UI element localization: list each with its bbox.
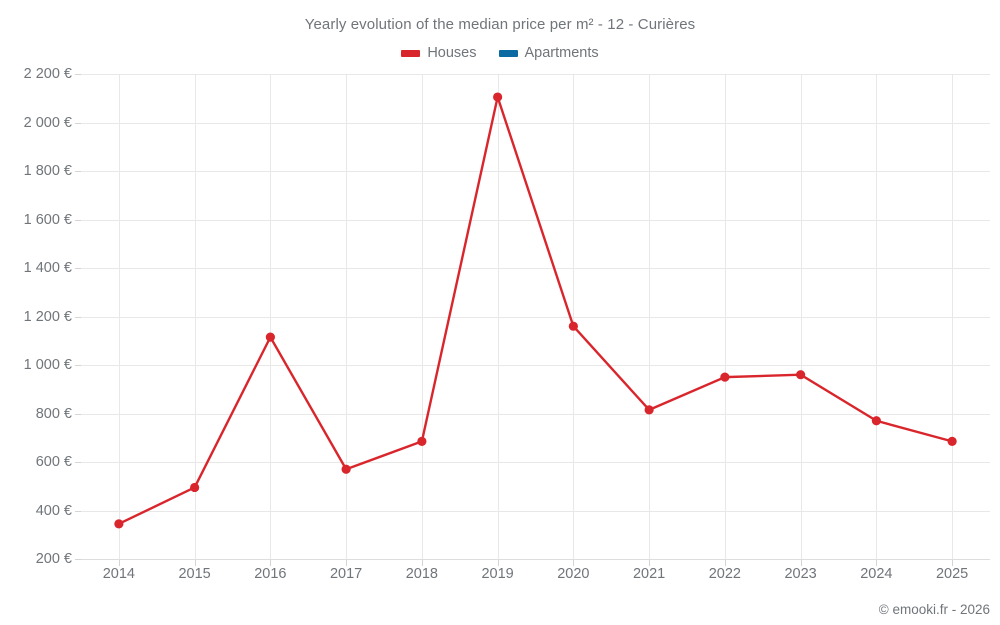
x-axis-tick-mark bbox=[270, 559, 272, 566]
gridline-horizontal bbox=[81, 171, 990, 172]
axis-bottom-line bbox=[81, 559, 990, 560]
y-axis-tick-mark bbox=[75, 74, 81, 75]
x-axis-tick-mark bbox=[421, 559, 423, 566]
y-axis-tick-label: 600 € bbox=[35, 454, 72, 470]
x-axis-tick-label: 2021 bbox=[632, 566, 666, 582]
y-axis-tick-mark bbox=[75, 122, 81, 124]
data-point-houses[interactable] bbox=[644, 405, 654, 415]
x-axis-tick-label: 2020 bbox=[557, 566, 590, 582]
data-point-houses[interactable] bbox=[190, 482, 200, 493]
y-axis-tick-label: 1 000 € bbox=[23, 357, 72, 373]
y-axis-tick-mark bbox=[75, 413, 81, 415]
x-axis-tick-label: 2015 bbox=[178, 566, 211, 582]
x-axis-tick-label: 2018 bbox=[405, 566, 439, 582]
x-axis-tick-mark bbox=[800, 559, 802, 566]
x-axis-tick-mark bbox=[194, 559, 196, 566]
data-point-houses[interactable] bbox=[720, 372, 730, 382]
x-axis-tick-label: 2025 bbox=[935, 566, 969, 582]
chart-legend: Houses Apartments bbox=[0, 45, 1000, 61]
x-axis-tick-label: 2017 bbox=[329, 566, 363, 582]
y-axis-tick-mark bbox=[75, 171, 81, 172]
legend-label: Houses bbox=[427, 45, 477, 61]
gridline-horizontal bbox=[81, 510, 990, 512]
y-axis-tick-label: 2 000 € bbox=[23, 114, 72, 131]
gridline-horizontal bbox=[81, 316, 990, 318]
legend-item-apartments[interactable]: Apartments bbox=[498, 45, 599, 61]
series-line-houses bbox=[117, 95, 954, 526]
x-axis-tick-mark bbox=[118, 559, 120, 566]
legend-swatch-icon bbox=[498, 49, 518, 57]
series-layer bbox=[114, 92, 957, 529]
y-axis-tick-label: 1 400 € bbox=[23, 260, 72, 276]
x-axis-tick-label: 2014 bbox=[102, 566, 136, 582]
x-axis-tick-mark bbox=[876, 559, 878, 566]
x-axis-tick-label: 2019 bbox=[481, 566, 514, 582]
data-point-houses[interactable] bbox=[796, 370, 806, 380]
x-axis-tick-mark bbox=[724, 559, 726, 566]
data-point-houses[interactable] bbox=[265, 332, 275, 342]
x-axis-tick-label: 2016 bbox=[254, 566, 287, 582]
legend-label: Apartments bbox=[524, 45, 599, 61]
x-axis-tick-label: 2024 bbox=[860, 566, 893, 582]
x-axis-tick-mark bbox=[649, 559, 651, 566]
gridline-horizontal bbox=[81, 462, 990, 463]
copyright-credit: © emooki.fr - 2026 bbox=[878, 602, 990, 617]
y-axis-tick-label: 1 200 € bbox=[23, 308, 72, 325]
chart-title: Yearly evolution of the median price per… bbox=[304, 16, 696, 33]
plot-area bbox=[81, 74, 990, 560]
y-axis-tick-label: 400 € bbox=[35, 502, 72, 519]
y-axis-tick-mark bbox=[75, 559, 81, 560]
gridline-horizontal bbox=[81, 122, 990, 124]
x-axis-tick-label: 2022 bbox=[708, 566, 742, 582]
legend-swatch-icon bbox=[401, 49, 421, 57]
gridline-horizontal bbox=[81, 365, 990, 366]
x-axis-tick-mark bbox=[952, 559, 954, 566]
y-axis-tick-label: 1 600 € bbox=[23, 211, 72, 228]
gridline-horizontal bbox=[81, 219, 990, 221]
y-axis-tick-label: 1 800 € bbox=[23, 163, 72, 179]
data-point-houses[interactable] bbox=[114, 519, 124, 529]
x-axis-tick-mark bbox=[346, 559, 348, 566]
legend-item-houses[interactable]: Houses bbox=[401, 45, 477, 61]
y-axis-tick-mark bbox=[75, 462, 81, 463]
y-axis-tick-label: 200 € bbox=[35, 551, 72, 567]
data-point-houses[interactable] bbox=[493, 92, 503, 102]
gridline-horizontal bbox=[81, 268, 990, 269]
data-point-houses[interactable] bbox=[568, 321, 578, 331]
y-axis-tick-label: 2 200 € bbox=[23, 66, 72, 82]
x-axis-tick-mark bbox=[497, 559, 499, 566]
x-axis-tick-mark bbox=[573, 559, 575, 566]
gridline-horizontal bbox=[81, 413, 990, 415]
y-axis-tick-mark bbox=[75, 316, 81, 318]
y-axis-tick-mark bbox=[75, 365, 81, 366]
x-axis-tick-label: 2023 bbox=[784, 566, 817, 582]
data-point-houses[interactable] bbox=[871, 416, 881, 426]
data-point-houses[interactable] bbox=[417, 436, 427, 446]
y-axis-tick-label: 800 € bbox=[35, 405, 72, 422]
data-point-houses[interactable] bbox=[341, 464, 351, 474]
y-axis-tick-mark bbox=[75, 219, 81, 221]
y-axis-tick-mark bbox=[75, 268, 81, 269]
data-point-houses[interactable] bbox=[947, 436, 957, 446]
y-axis-tick-mark bbox=[75, 510, 81, 512]
gridline-horizontal bbox=[81, 74, 990, 75]
